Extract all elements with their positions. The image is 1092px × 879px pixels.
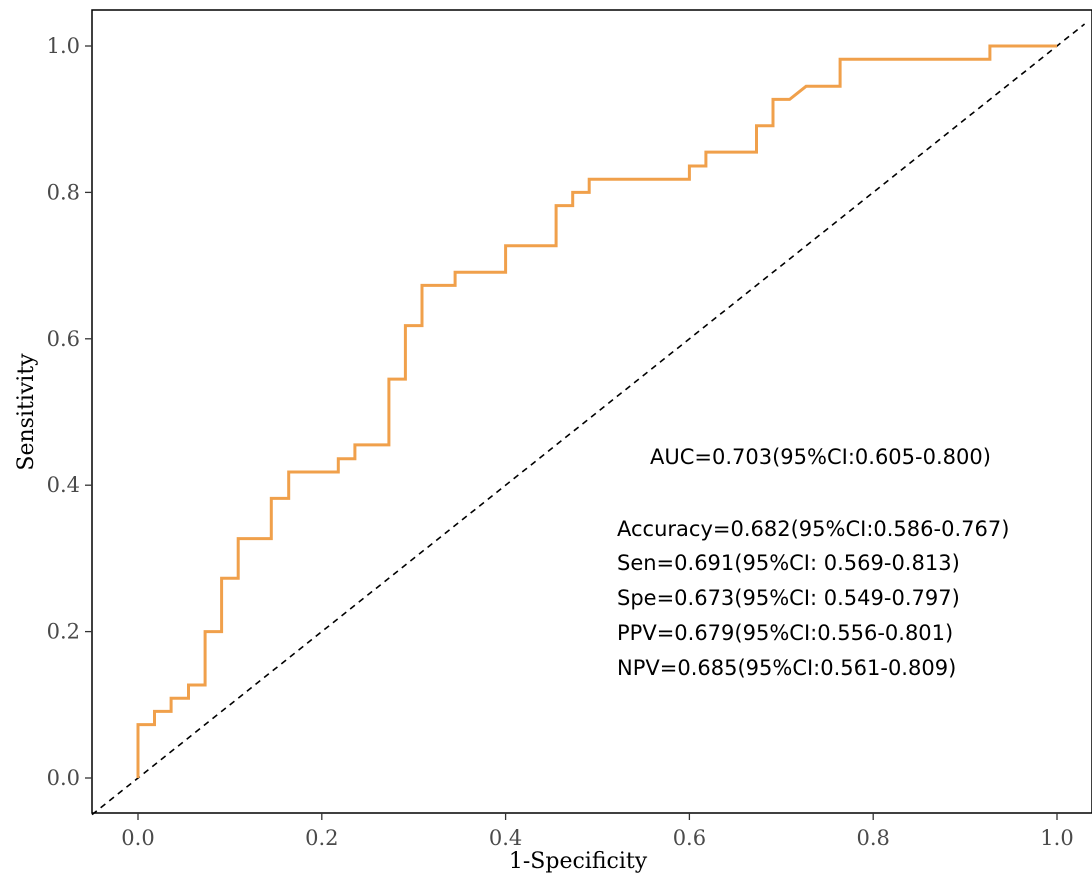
ppv-annotation: PPV=0.679(95%CI:0.556-0.801): [617, 621, 953, 645]
reference-diagonal-line: [91, 23, 1086, 816]
accuracy-annotation: Accuracy=0.682(95%CI:0.586-0.767): [617, 517, 1009, 541]
auc-annotation: AUC=0.703(95%CI:0.605-0.800): [650, 445, 991, 469]
tick-label-group: 0.0 0.2 0.4 0.6 0.8 1.0 0.0 0.2 0.4 0.6 0.8 1.0: [47, 34, 1074, 850]
sensitivity-annotation: Sen=0.691(95%CI: 0.569-0.813): [617, 551, 960, 575]
roc-curve-line: [136, 44, 1057, 778]
y-tick-label: 1.0: [47, 34, 80, 58]
x-tick-label: 0.0: [121, 826, 154, 850]
x-tick-label: 0.6: [673, 826, 706, 850]
x-tick-label: 1.0: [1040, 826, 1073, 850]
y-axis-title: Sensitivity: [14, 353, 39, 471]
tick-group: [85, 45, 1058, 820]
y-tick-label: 0.4: [47, 473, 80, 497]
specificity-annotation: Spe=0.673(95%CI: 0.549-0.797): [617, 586, 960, 610]
x-tick-label: 0.2: [305, 826, 338, 850]
x-axis-title: 1-Specificity: [509, 849, 648, 874]
y-tick-label: 0.0: [47, 766, 80, 790]
y-tick-label: 0.2: [47, 620, 80, 644]
plot-frame: [91, 9, 1092, 814]
npv-annotation: NPV=0.685(95%CI:0.561-0.809): [617, 656, 956, 680]
y-tick-label: 0.8: [47, 180, 80, 204]
x-tick-label: 0.4: [489, 826, 522, 850]
x-tick-label: 0.8: [856, 826, 889, 850]
y-tick-label: 0.6: [47, 327, 80, 351]
